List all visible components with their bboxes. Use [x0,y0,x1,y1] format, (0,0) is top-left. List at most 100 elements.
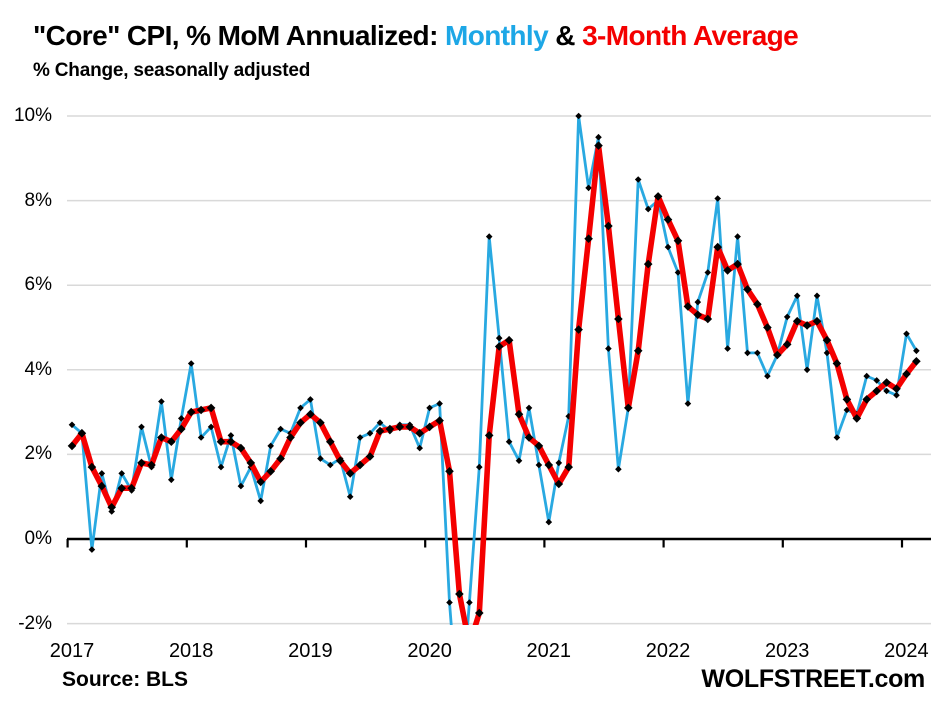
average-point-marker [316,418,325,427]
y-tick-label: 8% [24,189,52,211]
average-line [69,142,920,625]
y-tick-label: -2% [18,612,52,634]
x-tick-label: 2022 [645,640,691,662]
average-point-marker [167,437,176,446]
monthly-point-marker [485,233,493,240]
x-tick-label: 2018 [168,640,214,662]
average-point-marker [763,323,772,332]
monthly-point-marker [684,400,692,407]
average-point-marker [633,346,643,356]
monthly-point-marker [863,372,870,380]
average-point-marker [67,441,77,451]
monthly-point-marker [317,455,324,462]
monthly-point-marker [277,425,284,433]
average-point-marker [296,418,305,427]
monthly-point-marker [168,476,175,484]
average-point-marker [743,285,752,294]
average-point-marker [574,325,583,334]
y-tick-label: 10% [13,105,52,126]
average-point-marker [614,314,623,324]
average-point-marker [157,433,166,442]
average-point-marker [554,479,564,489]
average-point-marker [673,236,683,246]
average-point-marker [117,483,126,493]
y-tick-label: 0% [24,528,52,549]
monthly-point-marker [734,233,741,240]
average-point-marker [862,395,871,404]
monthly-point-marker [605,345,612,352]
average-point-marker [177,424,186,434]
monthly-point-marker [704,269,712,276]
monthly-point-marker [515,457,523,464]
monthly-point-marker [764,372,771,380]
x-tick-label: 2017 [49,640,95,662]
x-tick-label: 2020 [407,640,452,662]
average-point-marker [216,437,226,446]
monthly-point-marker [783,313,791,321]
monthly-point-marker [575,112,582,120]
average-point-marker [703,314,713,324]
average-point-marker [514,409,524,419]
monthly-point-marker [187,360,195,367]
monthly-point-marker [754,349,761,357]
average-point-marker [484,431,494,440]
monthly-point-marker [436,400,443,407]
monthly-point-marker [297,404,304,412]
monthly-point-marker [98,470,106,477]
average-point-marker [286,433,295,442]
average-point-marker [395,422,405,432]
monthly-point-marker [744,349,751,357]
monthly-point-marker [158,398,165,405]
monthly-point-marker [505,438,513,445]
y-tick-label: 6% [24,274,52,296]
monthly-point-marker [307,396,314,403]
average-point-marker [504,335,514,345]
monthly-point-marker [237,482,245,490]
monthly-point-marker [664,243,672,251]
average-point-marker [137,458,146,468]
average-point-marker [643,259,653,269]
monthly-point-marker [585,184,592,192]
monthly-point-marker [893,391,900,399]
average-point-marker [266,467,275,476]
monthly-point-marker [138,423,145,431]
average-point-marker [723,266,732,275]
average-point-marker [87,462,97,472]
average-point-marker [683,302,693,311]
monthly-point-marker [197,434,205,441]
monthly-point-marker [217,463,225,471]
x-tick-label: 2024 [884,640,929,662]
average-point-marker [445,467,454,476]
monthly-point-marker [793,292,801,300]
monthly-point-marker [68,421,76,429]
average-point-marker [226,437,236,446]
average-point-marker [236,443,246,453]
monthly-point-marker [823,349,831,357]
average-point-marker [186,407,196,417]
x-tick-label: 2019 [288,640,333,662]
average-point-marker [494,342,504,351]
y-tick-label: 4% [24,358,52,380]
average-point-marker [604,221,613,231]
chart-title-text: "Core" CPI, % MoM Annualized: [33,20,445,51]
monthly-point-marker [426,404,433,412]
monthly-point-marker [267,442,274,450]
monthly-point-marker [207,423,215,431]
y-tick-label: 2% [24,443,52,465]
average-point-marker [127,483,136,493]
monthly-point-marker [813,292,821,300]
average-point-marker [355,460,365,470]
average-point-marker [465,641,474,650]
legend-average-label: 3-Month Average [582,20,799,51]
average-point-marker [802,321,812,330]
average-point-marker [256,477,265,487]
average-point-marker [713,242,722,252]
monthly-point-marker [257,497,264,505]
average-point-marker [564,462,573,472]
average-point-marker [842,395,852,404]
monthly-point-marker [873,377,880,384]
average-point-marker [892,384,901,394]
monthly-point-marker [694,298,702,306]
